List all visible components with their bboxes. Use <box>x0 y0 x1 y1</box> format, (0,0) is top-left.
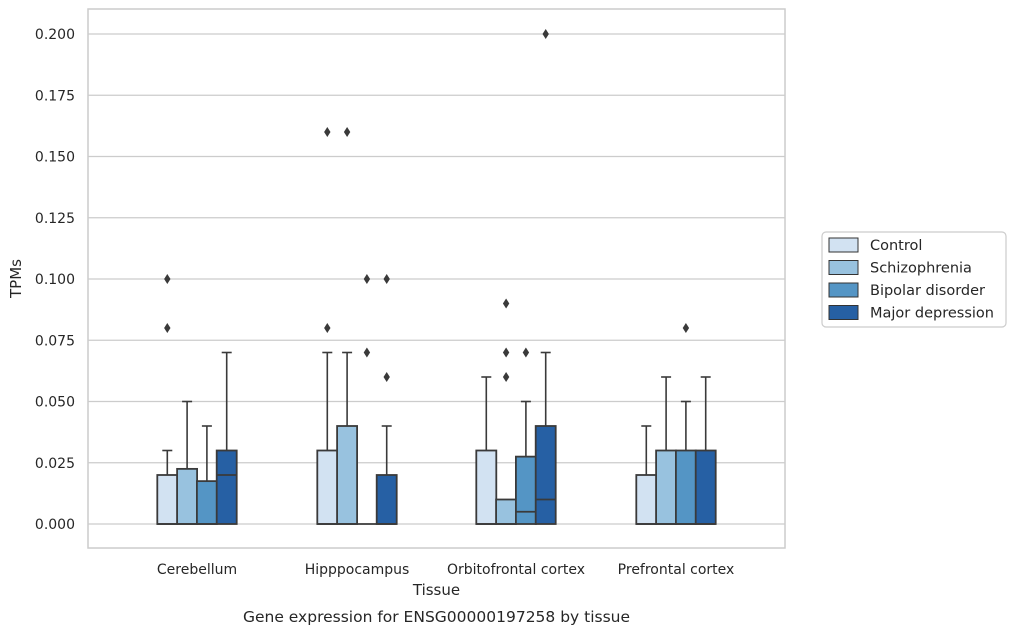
outlier-point <box>383 274 390 284</box>
box-rect <box>495 498 518 525</box>
box-rect <box>176 467 199 525</box>
box-rect <box>375 474 398 525</box>
legend-frame <box>821 231 1007 328</box>
gridlines <box>88 33 785 525</box>
outlier-point <box>324 127 331 137</box>
y-axis-label: TPMs <box>7 259 25 299</box>
outlier-point <box>164 274 171 284</box>
y-tick-label: 0.050 <box>35 395 75 411</box>
box-rect <box>215 449 238 525</box>
legend-label: Bipolar disorder <box>870 283 985 299</box>
plot-frame <box>87 8 786 549</box>
outlier-point <box>502 298 510 309</box>
box-rect <box>635 474 658 525</box>
y-tick-label: 0.125 <box>35 211 75 227</box>
y-tick-label: 0.075 <box>35 333 75 349</box>
box-bipolar-disorder <box>515 347 537 525</box>
box-control <box>635 425 658 525</box>
legend-swatch <box>828 282 859 298</box>
box-rect <box>475 449 498 525</box>
box-major-depression <box>534 29 557 525</box>
x-ticks: Cerebellum Hipppocampus Orbitofrontal cort… <box>157 562 734 578</box>
outlier-point <box>502 347 510 358</box>
legend-label: Schizophrenia <box>870 261 972 277</box>
outlier-point <box>324 323 331 333</box>
x-tick-label: Prefrontal cortex <box>618 562 735 578</box>
outlier-point <box>383 372 390 382</box>
box-rect <box>655 449 677 525</box>
outlier-point <box>542 29 549 39</box>
box-schizophrenia <box>336 127 359 525</box>
box-rect <box>515 455 537 525</box>
box-major-depression <box>215 351 238 525</box>
outlier-point <box>522 347 530 358</box>
outlier-point <box>343 127 351 137</box>
box-major-depression <box>694 376 717 525</box>
legend-swatch <box>828 305 859 320</box>
y-tick-label: 0.000 <box>35 517 75 533</box>
box-rect <box>195 480 218 525</box>
box-rect <box>336 425 359 525</box>
legend-swatch <box>828 260 859 275</box>
y-tick-label: 0.150 <box>35 150 75 166</box>
box-schizophrenia <box>176 400 199 525</box>
outlier-point <box>164 323 171 333</box>
box-rect <box>156 474 179 525</box>
x-tick-label: Cerebellum <box>157 562 237 578</box>
box-control <box>156 274 179 525</box>
box-control <box>475 376 498 525</box>
chart-caption: Gene expression for ENSG00000197258 by t… <box>243 608 630 626</box>
legend-swatch <box>828 237 859 253</box>
box-rect <box>316 449 339 525</box>
outlier-point <box>363 347 371 358</box>
boxes <box>156 29 717 525</box>
y-tick-label: 0.200 <box>35 27 75 43</box>
y-tick-label: 0.175 <box>35 88 75 104</box>
y-tick-label: 0.100 <box>35 272 75 288</box>
box-bipolar-disorder <box>356 274 377 525</box>
box-bipolar-disorder <box>195 425 218 525</box>
legend: Control Schizophrenia Bipolar disorder Majo… <box>821 231 1007 328</box>
box-rect <box>694 449 717 525</box>
legend-label: Control <box>870 238 922 254</box>
outlier-point <box>502 372 510 382</box>
box-control <box>316 127 339 525</box>
legend-label: Major depression <box>870 306 994 322</box>
outlier-point <box>682 323 690 333</box>
box-major-depression <box>375 274 398 525</box>
box-rect <box>534 425 557 525</box>
box-schizophrenia <box>495 298 518 525</box>
box-rect <box>675 449 697 525</box>
x-tick-label: Hipppocampus <box>305 562 410 578</box>
box-schizophrenia <box>655 376 677 525</box>
x-axis-label: Tissue <box>412 581 460 599</box>
x-tick-label: Orbitofrontal cortex <box>447 562 585 578</box>
box-bipolar-disorder <box>675 323 697 525</box>
y-tick-label: 0.025 <box>35 456 75 472</box>
outlier-point <box>363 274 371 284</box>
y-ticks: 0.000 0.025 0.050 0.075 0.100 0.125 0.150 0.175… <box>35 27 75 533</box>
